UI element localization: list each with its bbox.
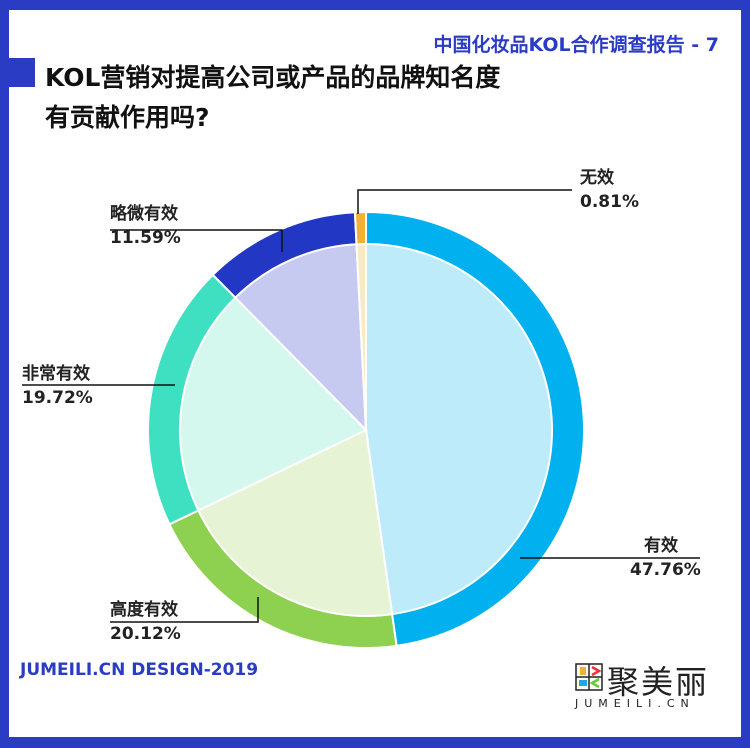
- pie-slice-0: [365, 242, 553, 616]
- value-label: 11.59%: [110, 228, 181, 248]
- title-accent-bar: [9, 58, 35, 87]
- value-label: 20.12%: [110, 624, 181, 644]
- value-label: 0.81%: [580, 192, 639, 212]
- label-lueweiyouxiao: 略微有效 11.59%: [110, 202, 181, 250]
- leader-line-0: [357, 189, 572, 214]
- title-line-2: 有贡献作用吗?: [45, 103, 210, 132]
- value-label: 47.76%: [630, 560, 701, 580]
- category-label: 非常有效: [22, 364, 90, 384]
- leader-line-1: [110, 229, 283, 252]
- category-label: 无效: [580, 168, 614, 188]
- category-label: 略微有效: [110, 204, 178, 224]
- pie-slice-1: [196, 428, 394, 617]
- logo-name-en: JUMEILI.CN: [575, 697, 695, 710]
- leader-line-3: [110, 597, 259, 623]
- pie-slice-4: [355, 242, 367, 431]
- chart-title: KOL营销对提高公司或产品的品牌知名度 有贡献作用吗?: [45, 58, 500, 138]
- category-label: 高度有效: [110, 600, 178, 620]
- label-wuxiao: 无效 0.81%: [580, 166, 639, 214]
- title-line-1: KOL营销对提高公司或产品的品牌知名度: [45, 63, 501, 92]
- label-feichangyouxiao: 非常有效 19.72%: [22, 362, 93, 410]
- pie-slice-3: [233, 243, 368, 433]
- pie-slice-2: [179, 296, 368, 512]
- logo-mark-icon: [575, 663, 603, 691]
- label-youxiao: 有效 47.76%: [630, 534, 701, 582]
- category-label: 有效: [644, 536, 678, 556]
- label-gaoduyouxiao: 高度有效 20.12%: [110, 598, 181, 646]
- report-title: 中国化妆品KOL合作调查报告 - 7: [433, 34, 719, 56]
- footer-credit: JUMEILI.CN DESIGN-2019: [20, 660, 259, 680]
- value-label: 19.72%: [22, 388, 93, 408]
- logo-name-cn: 聚美丽: [607, 663, 710, 701]
